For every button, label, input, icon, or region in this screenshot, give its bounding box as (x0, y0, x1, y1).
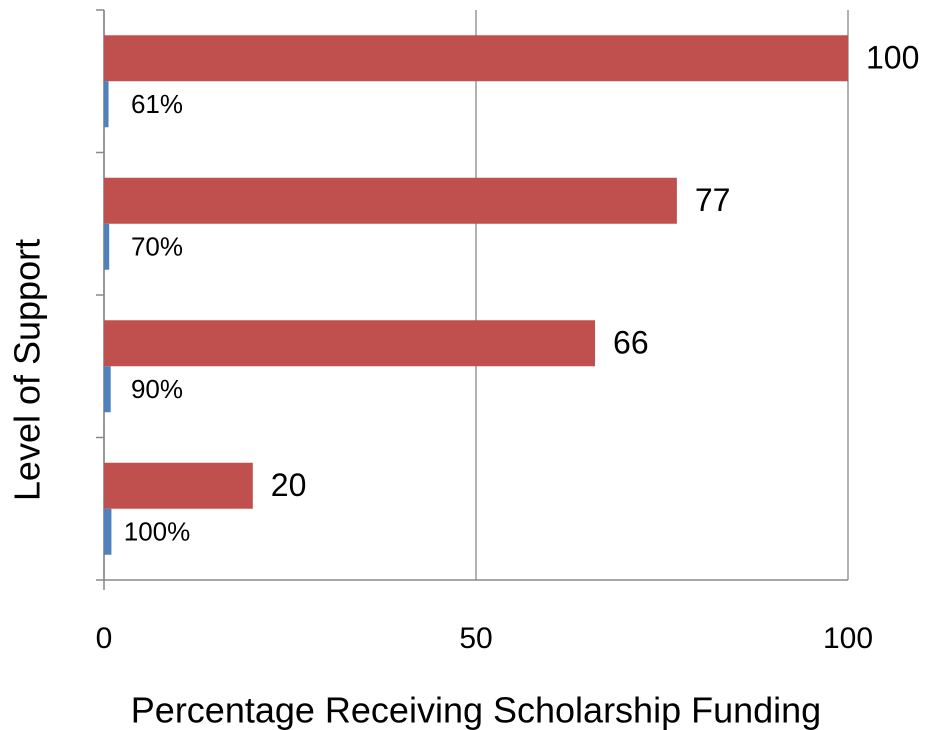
x-axis-title: Percentage Receiving Scholarship Funding (131, 690, 821, 730)
data-label: 20 (271, 467, 307, 503)
data-label: 77 (695, 182, 731, 218)
data-label: 90% (131, 374, 183, 404)
bar (104, 223, 110, 270)
y-axis-title: Level of Support (7, 239, 48, 501)
x-tick-label: 50 (459, 622, 492, 655)
x-tick-label: 100 (823, 622, 873, 655)
bar (104, 508, 112, 555)
data-label: 70% (131, 232, 183, 262)
bar (104, 462, 253, 509)
bar (104, 177, 677, 224)
data-label: 66 (613, 325, 649, 361)
bar (104, 366, 111, 413)
bar (104, 320, 596, 367)
bar (104, 81, 109, 128)
data-label: 100 (866, 40, 919, 76)
data-label: 61% (131, 89, 183, 119)
bar (104, 35, 848, 82)
x-tick-label: 0 (96, 622, 113, 655)
data-label: 100% (124, 517, 191, 547)
